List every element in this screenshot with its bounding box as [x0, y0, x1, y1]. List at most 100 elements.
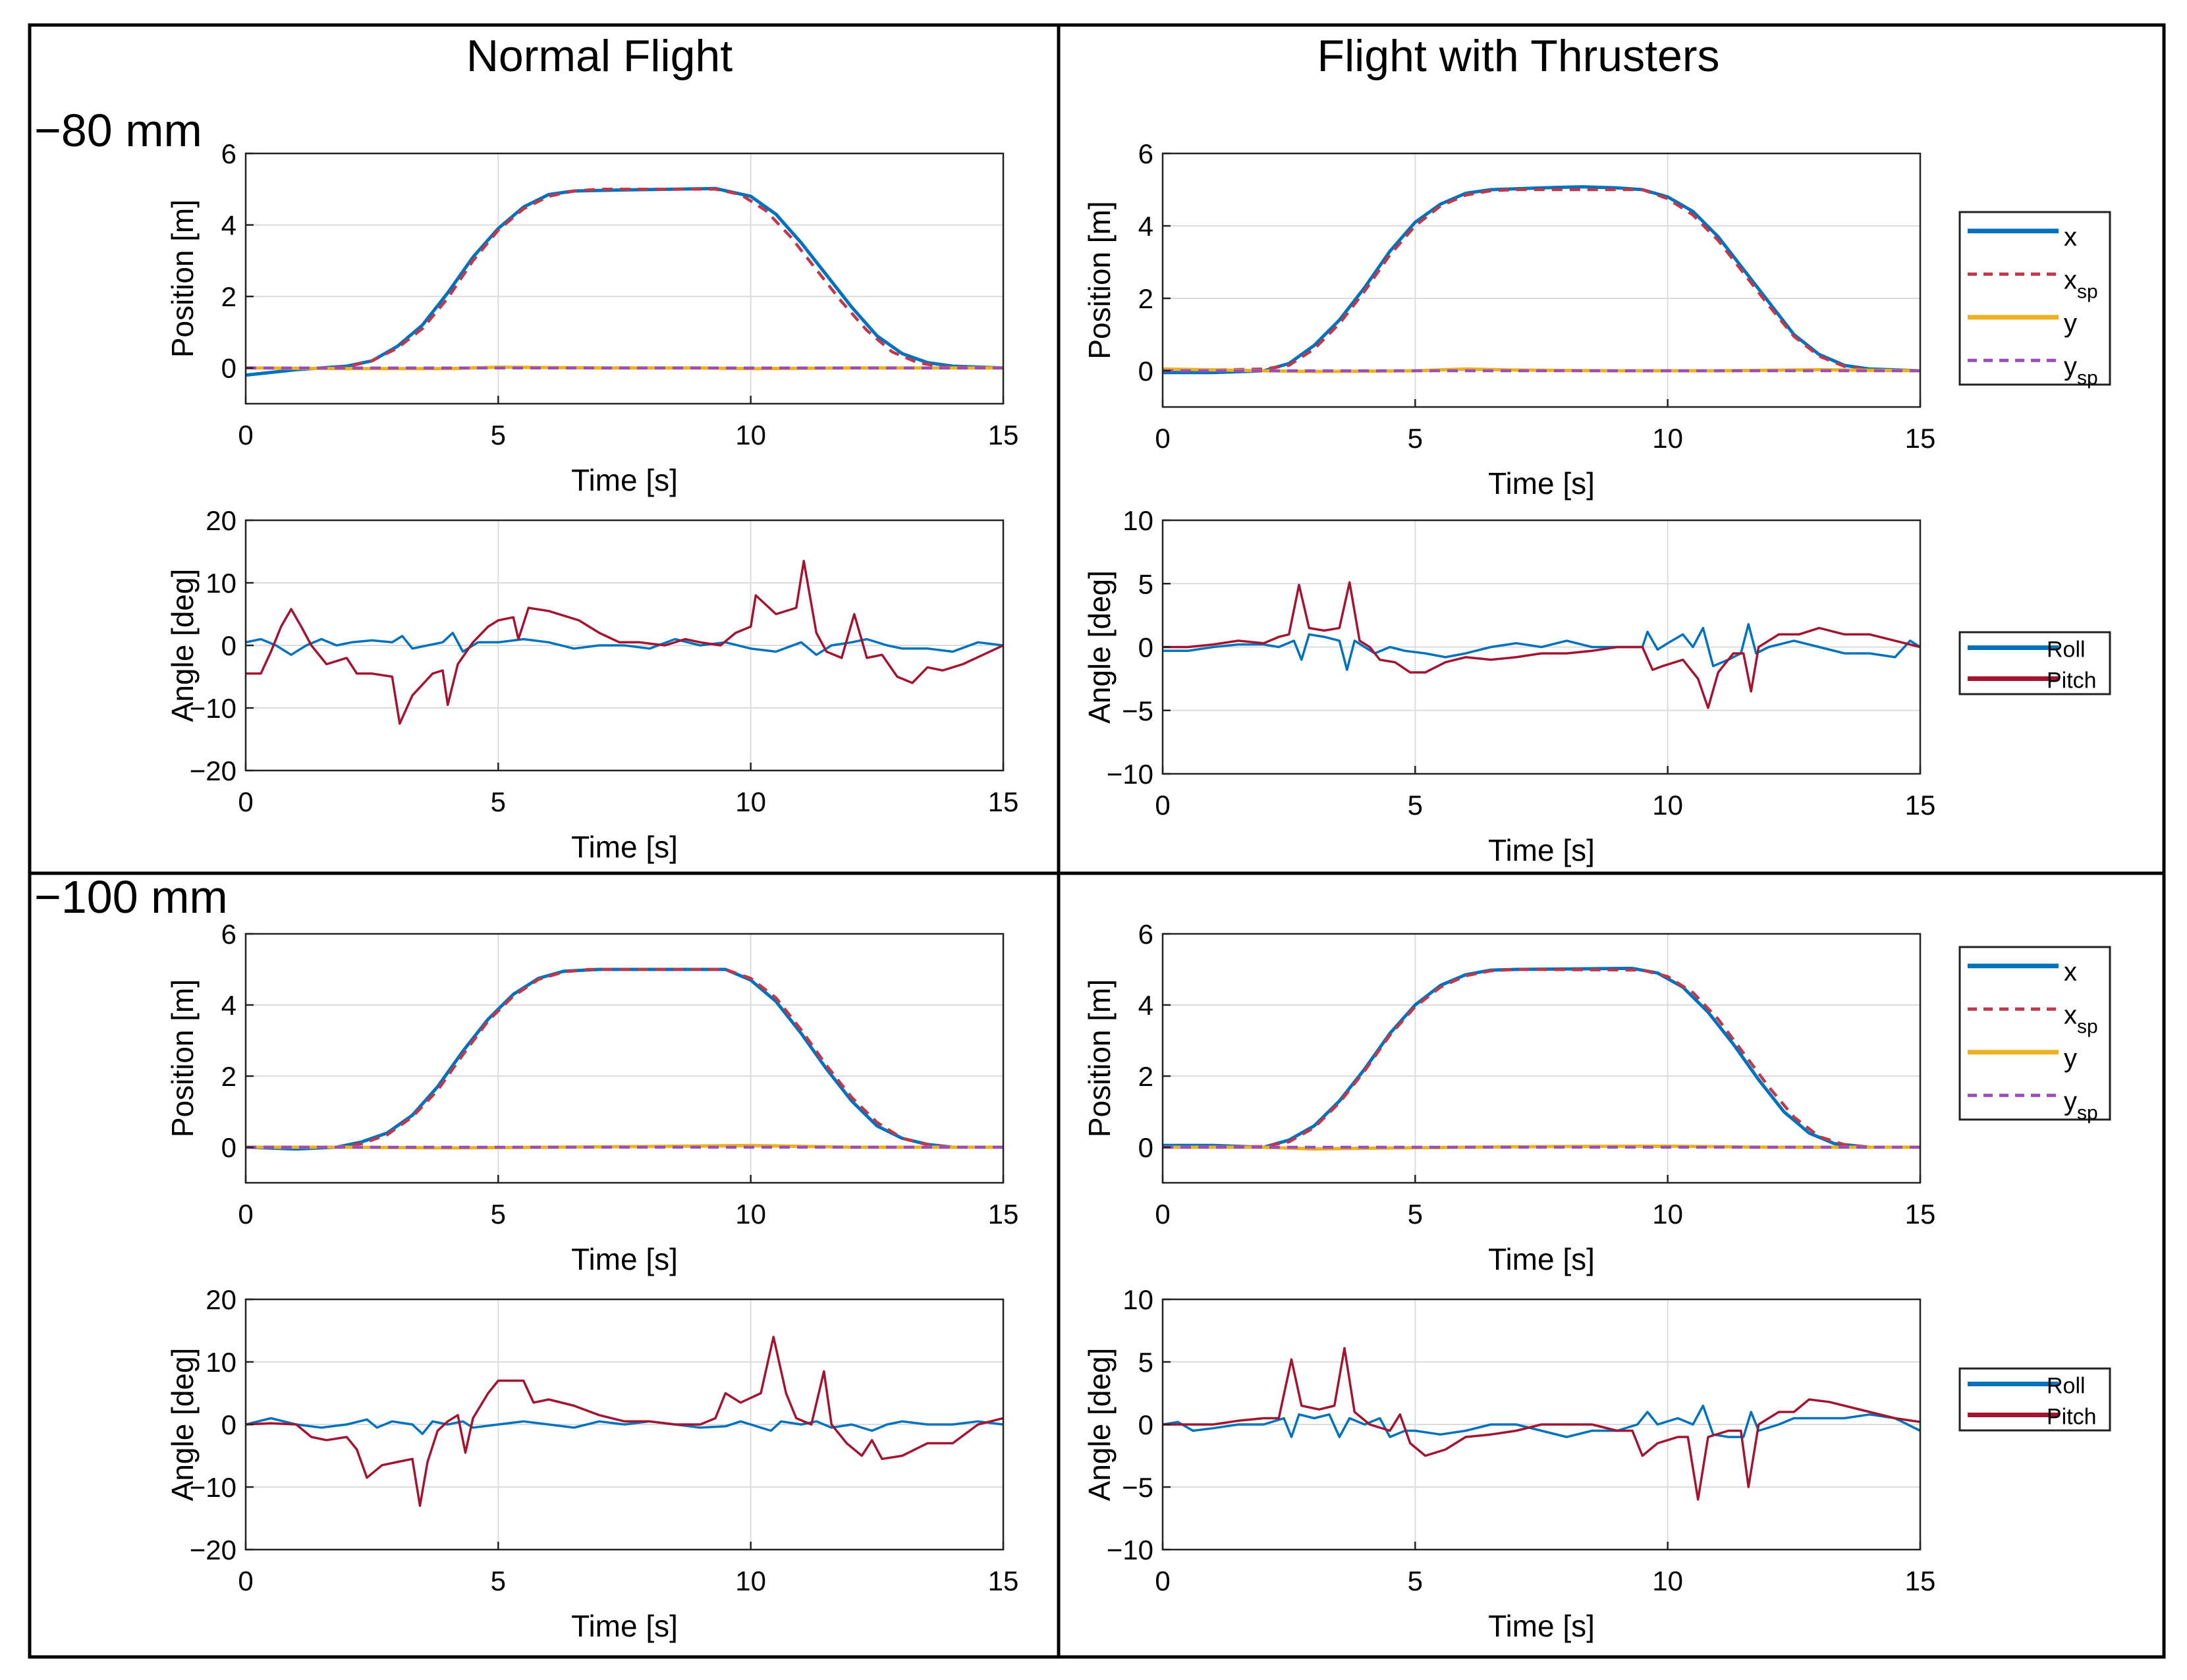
- legend-label-x: x: [2064, 958, 2077, 987]
- x-tick-label: 15: [1905, 423, 1936, 454]
- y-tick-label: 4: [221, 990, 236, 1021]
- x-tick-label: 5: [491, 1565, 506, 1596]
- legend-subscript: sp: [2077, 367, 2098, 389]
- y-tick-label: 10: [1122, 505, 1153, 536]
- row-label-minus-80mm: −80 mm: [34, 105, 202, 156]
- y-tick-label: −20: [190, 1534, 236, 1565]
- column-title-flight-with-thrusters: Flight with Thrusters: [1317, 31, 1720, 81]
- x-tick-label: 10: [1652, 1565, 1683, 1596]
- x-axis-label: Time [s]: [571, 463, 678, 497]
- y-tick-label: 10: [206, 1347, 236, 1378]
- plots: 0 5 10 15 0 2 4 6 Time [s] Position [m] 0 5 10 15 −20 −…: [165, 138, 1935, 1643]
- legend-label-y: y: [2064, 1044, 2077, 1073]
- panel-grid-frame: [28, 23, 2166, 1659]
- x-tick-label: 5: [1408, 1199, 1423, 1230]
- chart-r1c2-position: 0 5 10 15 0 2 4 6 Time [s] Position [m]: [1082, 138, 1935, 501]
- x-tick-label: 10: [1652, 1199, 1683, 1230]
- chart-r1c1-angle: 0 5 10 15 −20 −10 0 10 20 Time [s] Angle [deg]: [165, 505, 1018, 864]
- legend-label-pitch: Pitch: [2047, 668, 2097, 693]
- y-tick-label: 0: [221, 1409, 236, 1440]
- x-tick-label: 10: [1652, 790, 1683, 821]
- y-tick-label: 5: [1138, 568, 1153, 599]
- column-title-normal-flight: Normal Flight: [466, 31, 733, 81]
- series-line-x: [246, 967, 1003, 1151]
- x-tick-label: 5: [491, 420, 506, 450]
- x-axis-label: Time [s]: [571, 1609, 678, 1643]
- legend-box: [1958, 946, 2111, 1121]
- chart-r2c2-angle: 0 5 10 15 −10 −5 0 5 10 Time [s] Angle [deg]: [1082, 1284, 1935, 1643]
- y-tick-label: −20: [190, 755, 236, 786]
- x-tick-label: 0: [1155, 1199, 1170, 1230]
- series-line-roll: [246, 1417, 1003, 1436]
- x-axis-label: Time [s]: [1488, 466, 1595, 501]
- y-tick-label: 0: [221, 630, 236, 661]
- y-axis-label: Angle [deg]: [165, 1348, 200, 1502]
- y-tick-label: 2: [221, 281, 236, 312]
- axes-box: [1161, 933, 1922, 1184]
- x-tick-label: 15: [988, 1199, 1019, 1230]
- y-tick-label: 0: [1138, 1132, 1153, 1163]
- row-label-minus-100mm: −100 mm: [34, 871, 228, 923]
- y-tick-label: 4: [1138, 990, 1153, 1021]
- y-axis-label: Position [m]: [1082, 979, 1117, 1137]
- x-tick-label: 0: [238, 786, 253, 817]
- x-axis-label: Time [s]: [571, 1242, 678, 1276]
- x-tick-label: 5: [1408, 1565, 1423, 1596]
- x-axis-label: Time [s]: [1488, 1609, 1595, 1643]
- chart-r2c1-position: 0 5 10 15 0 2 4 6 Time [s] Position [m]: [165, 919, 1018, 1276]
- x-tick-label: 10: [735, 420, 766, 450]
- y-tick-label: −5: [1122, 695, 1153, 726]
- chart-r2c1-angle: 0 5 10 15 −20 −10 0 10 20 Time [s] Angle [deg]: [165, 1284, 1018, 1643]
- y-axis-label: Position [m]: [165, 200, 200, 358]
- axes-box: [244, 933, 1005, 1184]
- y-tick-label: −10: [190, 1472, 236, 1503]
- x-tick-label: 0: [1155, 790, 1170, 821]
- axes-box: [244, 152, 1005, 405]
- x-axis-label: Time [s]: [571, 830, 678, 864]
- y-tick-label: 20: [206, 1284, 236, 1315]
- legend-label-roll: Roll: [2047, 637, 2086, 663]
- series-line-x-sp: [1163, 188, 1920, 373]
- legend-subscript: sp: [2077, 1016, 2098, 1037]
- x-tick-label: 0: [238, 420, 253, 450]
- x-tick-label: 15: [1905, 790, 1936, 821]
- y-tick-label: 2: [1138, 1061, 1153, 1092]
- x-axis-label: Time [s]: [1488, 1242, 1595, 1276]
- legend-subscript: sp: [2077, 281, 2098, 302]
- y-tick-label: 4: [1138, 211, 1153, 242]
- legend-box: [1958, 631, 2111, 695]
- y-tick-label: −10: [1107, 759, 1153, 790]
- series-line-roll: [246, 632, 1003, 657]
- y-tick-label: −5: [1122, 1472, 1153, 1503]
- x-tick-label: 10: [1652, 423, 1683, 454]
- y-tick-label: 6: [221, 919, 236, 950]
- x-tick-label: 5: [1408, 790, 1423, 821]
- y-tick-label: 5: [1138, 1347, 1153, 1378]
- x-tick-label: 5: [491, 786, 506, 817]
- y-tick-label: 4: [221, 210, 236, 241]
- legend-label-roll: Roll: [2047, 1374, 2086, 1399]
- y-axis-label: Position [m]: [1082, 201, 1117, 359]
- y-tick-label: −10: [190, 693, 236, 724]
- y-axis-label: Position [m]: [165, 979, 200, 1137]
- y-tick-label: 6: [221, 138, 236, 169]
- legend-box: [1958, 1367, 2111, 1432]
- angle-legend-row2: Roll Pitch: [1958, 1367, 2111, 1432]
- chart-r2c2-position: 0 5 10 15 0 2 4 6 Time [s] Position [m]: [1082, 919, 1935, 1276]
- x-tick-label: 15: [988, 1565, 1019, 1596]
- y-tick-label: 2: [221, 1061, 236, 1092]
- y-tick-label: −10: [1107, 1534, 1153, 1565]
- y-tick-label: 20: [206, 505, 236, 536]
- x-tick-label: 0: [238, 1565, 253, 1596]
- x-tick-label: 15: [988, 786, 1019, 817]
- y-tick-label: 2: [1138, 283, 1153, 314]
- y-tick-label: 0: [1138, 356, 1153, 387]
- y-axis-label: Angle [deg]: [1082, 570, 1117, 724]
- chart-r1c1-position: 0 5 10 15 0 2 4 6 Time [s] Position [m]: [165, 138, 1018, 497]
- series-line-x-sp: [246, 188, 1003, 369]
- y-tick-label: 6: [1138, 138, 1153, 169]
- x-tick-label: 15: [988, 420, 1019, 450]
- legend-label-y: y: [2064, 309, 2077, 338]
- series-line-pitch: [1163, 581, 1920, 709]
